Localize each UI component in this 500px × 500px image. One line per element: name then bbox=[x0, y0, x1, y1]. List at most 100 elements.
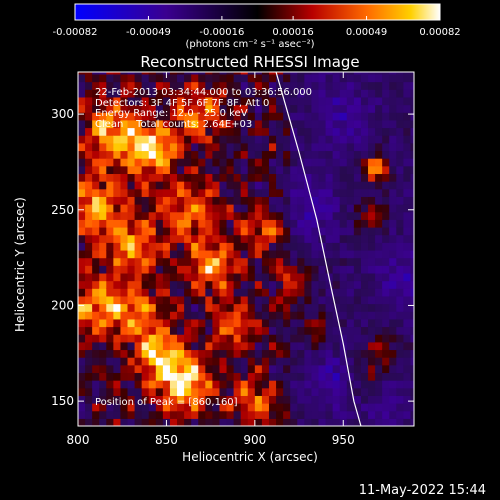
heatmap-cell bbox=[247, 249, 256, 259]
heatmap-cell bbox=[339, 364, 348, 374]
heatmap-cell bbox=[205, 334, 213, 343]
heatmap-cell bbox=[184, 318, 192, 328]
heatmap-cell bbox=[78, 81, 86, 90]
heatmap-cell bbox=[92, 357, 100, 366]
heatmap-cell bbox=[254, 181, 263, 190]
heatmap-cell bbox=[297, 318, 305, 328]
heatmap-cell bbox=[396, 272, 404, 282]
heatmap-cell bbox=[212, 410, 221, 419]
heatmap-cell bbox=[375, 72, 383, 75]
heatmap-cell bbox=[368, 272, 376, 282]
heatmap-cell bbox=[162, 96, 171, 106]
heatmap-cell bbox=[226, 142, 235, 152]
heatmap-cell bbox=[368, 265, 376, 274]
heatmap-cell bbox=[141, 119, 150, 129]
heatmap-cell bbox=[290, 395, 298, 404]
heatmap-cell bbox=[99, 158, 107, 167]
heatmap-cell bbox=[120, 96, 129, 106]
heatmap-cell bbox=[339, 181, 348, 190]
heatmap-cell bbox=[184, 96, 192, 106]
heatmap-cell bbox=[92, 418, 100, 426]
heatmap-cell bbox=[184, 288, 192, 297]
heatmap-cell bbox=[92, 288, 100, 297]
heatmap-cell bbox=[85, 135, 93, 144]
heatmap-cell bbox=[85, 249, 93, 259]
heatmap-cell bbox=[134, 127, 143, 136]
heatmap-cell bbox=[318, 326, 327, 335]
heatmap-cell bbox=[304, 295, 313, 305]
heatmap-cell bbox=[184, 249, 192, 259]
heatmap-cell bbox=[403, 249, 412, 259]
heatmap-cell bbox=[297, 188, 305, 197]
heatmap-cell bbox=[78, 196, 86, 205]
heatmap-cell bbox=[283, 372, 291, 381]
heatmap-cell bbox=[141, 158, 150, 167]
heatmap-cell bbox=[375, 135, 383, 144]
heatmap-cell bbox=[169, 204, 178, 213]
heatmap-cell bbox=[318, 188, 327, 197]
heatmap-cell bbox=[304, 341, 313, 351]
heatmap-cell bbox=[375, 204, 383, 213]
heatmap-cell bbox=[318, 280, 327, 289]
heatmap-cell bbox=[85, 357, 93, 366]
heatmap-cell bbox=[325, 72, 334, 75]
heatmap-cell bbox=[247, 403, 256, 412]
heatmap-cell bbox=[99, 280, 107, 289]
heatmap-cell bbox=[169, 142, 178, 152]
heatmap-cell bbox=[219, 81, 228, 90]
heatmap-cell bbox=[191, 318, 199, 328]
heatmap-cell bbox=[346, 418, 355, 426]
heatmap-cell bbox=[254, 226, 263, 236]
heatmap-cell bbox=[339, 119, 348, 129]
colorbar-tick-label: 0.00049 bbox=[346, 27, 387, 38]
heatmap-cell bbox=[297, 173, 305, 182]
heatmap-cell bbox=[290, 295, 298, 305]
heatmap-cell bbox=[304, 73, 313, 83]
heatmap-cell bbox=[85, 96, 93, 106]
heatmap-cell bbox=[169, 349, 178, 358]
heatmap-cell bbox=[261, 188, 270, 197]
heatmap-cell bbox=[219, 242, 228, 251]
heatmap-cell bbox=[382, 181, 390, 190]
heatmap-cell bbox=[283, 410, 291, 419]
heatmap-cell bbox=[360, 418, 369, 426]
heatmap-cell bbox=[155, 288, 164, 297]
heatmap-cell bbox=[403, 188, 412, 197]
heatmap-cell bbox=[304, 72, 313, 75]
heatmap-cell bbox=[169, 380, 178, 389]
heatmap-cell bbox=[155, 150, 164, 159]
heatmap-cell bbox=[205, 119, 213, 129]
heatmap-cell bbox=[389, 234, 397, 243]
heatmap-cell bbox=[297, 303, 305, 312]
heatmap-cell bbox=[382, 257, 390, 266]
heatmap-cell bbox=[219, 142, 228, 152]
heatmap-cell bbox=[389, 89, 397, 98]
heatmap-cell bbox=[148, 173, 157, 182]
heatmap-cell bbox=[106, 181, 114, 190]
heatmap-cell bbox=[410, 196, 414, 205]
heatmap-cell bbox=[353, 395, 362, 404]
heatmap-cell bbox=[332, 418, 341, 426]
heatmap-cell bbox=[106, 265, 114, 274]
heatmap-cell bbox=[92, 311, 100, 320]
heatmap-cell bbox=[403, 403, 412, 412]
heatmap-cell bbox=[297, 119, 305, 129]
heatmap-cell bbox=[177, 165, 185, 175]
heatmap-cell bbox=[169, 303, 178, 312]
heatmap-cell bbox=[219, 234, 228, 243]
heatmap-cell bbox=[346, 334, 355, 343]
heatmap-cell bbox=[113, 165, 122, 175]
heatmap-cell bbox=[191, 349, 199, 358]
heatmap-cell bbox=[184, 104, 192, 113]
heatmap-cell bbox=[290, 226, 298, 236]
heatmap-cell bbox=[268, 380, 277, 389]
heatmap-cell bbox=[368, 288, 376, 297]
heatmap-cell bbox=[368, 81, 376, 90]
heatmap-cell bbox=[226, 181, 235, 190]
heatmap-cell bbox=[92, 196, 100, 205]
heatmap-cell bbox=[162, 357, 171, 366]
heatmap-cell bbox=[219, 73, 228, 83]
heatmap-cell bbox=[297, 418, 305, 426]
heatmap-cell bbox=[233, 219, 242, 228]
heatmap-cell bbox=[290, 81, 298, 90]
